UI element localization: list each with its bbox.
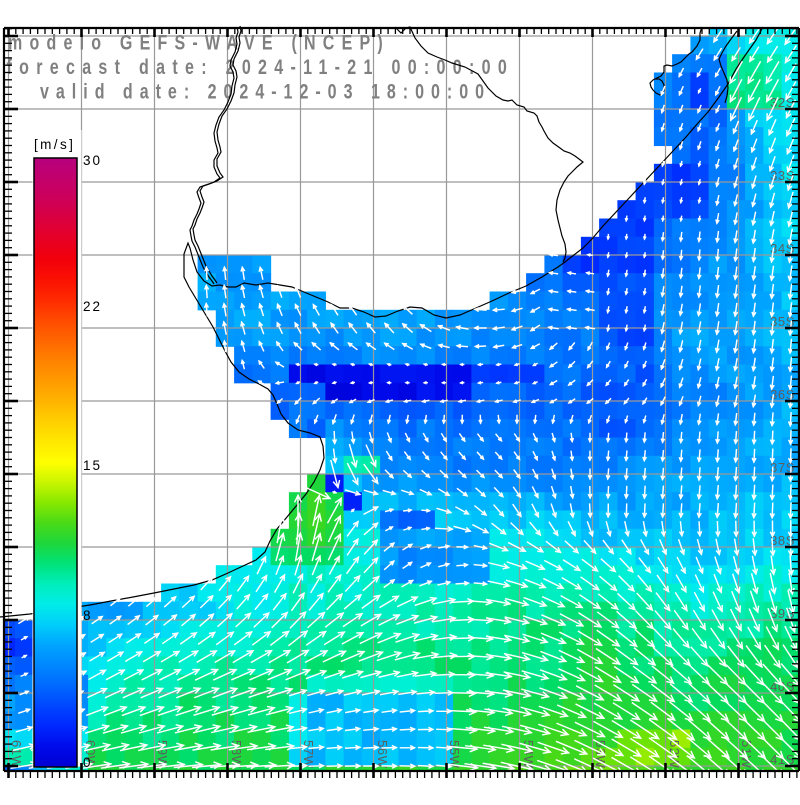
svg-text:37S: 37S (770, 460, 795, 475)
svg-text:34S: 34S (770, 241, 795, 256)
svg-text:56W: 56W (375, 740, 390, 769)
svg-text:35S: 35S (770, 314, 795, 329)
svg-text:valid date: 2024-12-03 18:00:0: valid date: 2024-12-03 18:00:00 (40, 80, 491, 104)
svg-text:15: 15 (83, 458, 102, 473)
svg-text:32S: 32S (770, 95, 795, 110)
svg-text:forecast date: 2024-11-21 00:0: forecast date: 2024-11-21 00:00:00 (7, 56, 515, 80)
svg-text:61W: 61W (9, 740, 24, 769)
svg-text:8: 8 (83, 608, 93, 623)
svg-text:36S: 36S (770, 387, 795, 402)
svg-text:38S: 38S (770, 533, 795, 548)
svg-text:59W: 59W (155, 740, 170, 769)
svg-text:[m/s]: [m/s] (34, 137, 75, 152)
svg-text:30: 30 (83, 153, 102, 168)
svg-text:0: 0 (83, 755, 93, 770)
svg-text:modelo GEFS-WAVE (NCEP): modelo GEFS-WAVE (NCEP) (8, 31, 390, 55)
svg-text:22: 22 (83, 299, 102, 314)
